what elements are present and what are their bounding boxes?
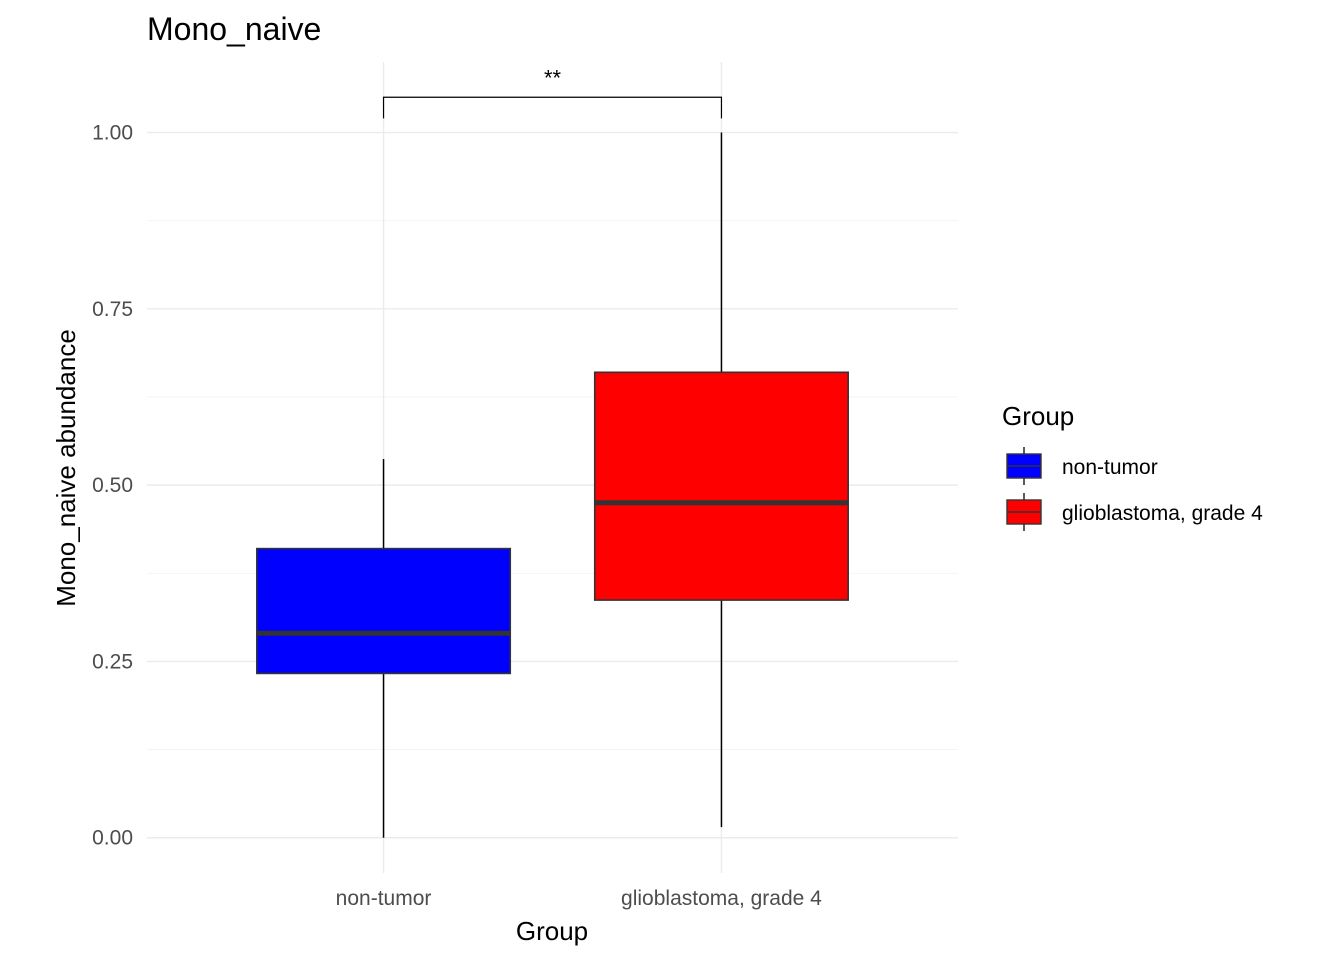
y-axis-ticks: 0.00 0.25 0.50 0.75 1.00 bbox=[92, 122, 133, 850]
significance-bracket: ** bbox=[382, 65, 723, 119]
y-axis-title: Mono_naive abundance bbox=[51, 329, 81, 607]
box-body bbox=[593, 371, 849, 601]
legend: Group non-tumor glioblastoma, grade 4 bbox=[1002, 401, 1263, 531]
box-1 bbox=[593, 132, 849, 828]
box-0 bbox=[256, 459, 512, 838]
y-tick-label: 1.00 bbox=[92, 122, 133, 145]
bracket-line bbox=[382, 96, 723, 119]
legend-item-1: glioblastoma, grade 4 bbox=[1006, 493, 1263, 531]
chart-title: Mono_naive bbox=[147, 11, 321, 47]
x-axis-title: Group bbox=[516, 916, 588, 946]
y-tick-label: 0.25 bbox=[92, 650, 133, 673]
box-body bbox=[256, 547, 512, 675]
y-tick-label: 0.00 bbox=[92, 827, 133, 850]
legend-label: non-tumor bbox=[1062, 456, 1158, 479]
legend-item-0: non-tumor bbox=[1006, 447, 1158, 485]
x-axis-ticks: non-tumor glioblastoma, grade 4 bbox=[336, 887, 822, 910]
x-tick-label: glioblastoma, grade 4 bbox=[621, 887, 822, 910]
legend-label: glioblastoma, grade 4 bbox=[1062, 502, 1263, 525]
y-tick-label: 0.50 bbox=[92, 474, 133, 497]
legend-title: Group bbox=[1002, 401, 1074, 431]
significance-label: ** bbox=[544, 65, 562, 90]
y-tick-label: 0.75 bbox=[92, 298, 133, 321]
x-tick-label: non-tumor bbox=[336, 887, 432, 910]
boxes bbox=[256, 132, 849, 838]
